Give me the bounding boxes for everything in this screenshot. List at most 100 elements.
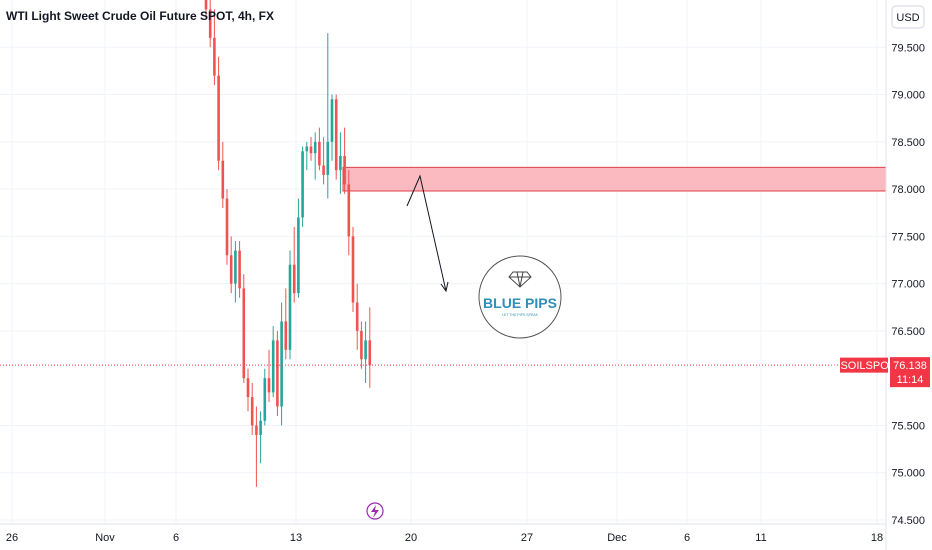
- lightning-icon[interactable]: [366, 502, 384, 520]
- candle-body: [364, 340, 367, 360]
- candle-body: [271, 340, 275, 393]
- candle: [204, 0, 208, 19]
- candle-body: [221, 160, 225, 199]
- price-tick-label: 79.000: [891, 90, 925, 102]
- candle: [322, 137, 325, 185]
- time-tick-label: 18: [871, 532, 883, 544]
- candle-body: [204, 0, 208, 10]
- candle-body: [292, 264, 296, 294]
- currency-button[interactable]: [891, 5, 925, 29]
- candle-body: [238, 250, 241, 289]
- candle-body: [368, 340, 372, 366]
- candle: [368, 307, 372, 388]
- candle: [309, 137, 313, 161]
- time-tick-label: 6: [684, 532, 690, 544]
- candle: [238, 241, 241, 298]
- last-price-badge: [890, 357, 930, 388]
- time-axis[interactable]: 26 Nov 6 13 20 27 Dec 6 11 18: [0, 523, 886, 544]
- price-tick-label: 77.500: [891, 231, 925, 243]
- bar-countdown: 11:14: [897, 374, 924, 386]
- candle: [276, 330, 279, 416]
- candle-body: [313, 141, 317, 154]
- candle: [271, 326, 275, 398]
- candle: [284, 288, 288, 360]
- candle-body: [250, 397, 254, 426]
- candle-body: [263, 378, 267, 421]
- candle: [301, 146, 304, 227]
- price-tick-label: 75.000: [891, 468, 925, 480]
- price-tick-label: 76.500: [891, 326, 925, 338]
- candle: [364, 321, 367, 383]
- candle: [242, 274, 246, 383]
- candle: [330, 94, 334, 161]
- currency-label: USD: [896, 12, 919, 24]
- price-tick-label: 77.000: [891, 279, 925, 291]
- candle-body: [229, 255, 233, 284]
- time-tick-label: Dec: [607, 532, 627, 544]
- candle-body: [288, 264, 292, 350]
- candle-body: [355, 302, 359, 331]
- candles-layer: [204, 0, 372, 487]
- candle-body: [360, 330, 363, 360]
- candle: [213, 9, 216, 86]
- candle: [334, 94, 338, 180]
- projection-arrow: [406, 174, 449, 293]
- last-price-value: 76.138: [893, 360, 927, 372]
- candle-body: [234, 250, 237, 284]
- candle: [263, 368, 267, 426]
- candle-body: [351, 236, 355, 303]
- price-tick-labels: 79.500 79.000 78.500 78.000 77.500 77.000 76.5…: [891, 42, 925, 527]
- candle-body: [208, 9, 212, 38]
- candle-body: [246, 378, 250, 398]
- candle-body: [326, 141, 330, 175]
- diamond-icon: [508, 271, 532, 288]
- symbol-badge: [840, 357, 888, 373]
- candle: [355, 283, 359, 350]
- time-tick-label: 20: [405, 532, 417, 544]
- candle: [313, 132, 317, 180]
- candle-body: [318, 141, 321, 166]
- time-tick-label: 6: [173, 532, 179, 544]
- candle: [339, 132, 342, 194]
- candle-body: [255, 425, 258, 435]
- candle-body: [301, 151, 304, 218]
- candle-body: [267, 378, 271, 393]
- candle-body: [339, 156, 342, 171]
- time-tick-label: Nov: [95, 532, 115, 544]
- candle: [221, 141, 225, 208]
- candle: [292, 226, 296, 303]
- price-tick-label: 79.500: [891, 42, 925, 54]
- candle: [351, 226, 355, 312]
- candle: [250, 382, 254, 435]
- candle-body: [242, 288, 246, 379]
- candle: [318, 127, 321, 171]
- candle: [280, 302, 283, 426]
- candle-body: [309, 146, 313, 154]
- candle-body: [305, 146, 309, 152]
- candle-body: [213, 37, 216, 76]
- time-tick-label: 27: [521, 532, 533, 544]
- candle-body: [343, 156, 346, 185]
- time-tick-label: 13: [290, 532, 302, 544]
- price-axis[interactable]: USD 79.500 79.000 78.500 78.000 77.500 77.000…: [885, 0, 925, 550]
- time-tick-labels: 26 Nov 6 13 20 27 Dec 6 11 18: [6, 532, 883, 544]
- candle: [217, 56, 220, 171]
- candle: [208, 0, 212, 48]
- candle: [234, 241, 237, 303]
- resistance-zone[interactable]: [342, 166, 887, 192]
- blue-pips-logo: BLUE PIPS LET THE PIPS SPEAK: [478, 255, 562, 339]
- candle: [326, 33, 330, 199]
- candle-body: [347, 184, 351, 237]
- candle-body: [259, 420, 262, 435]
- candle: [255, 406, 258, 487]
- candle: [267, 349, 271, 402]
- price-tick-label: 75.500: [891, 420, 925, 432]
- chart-title: WTI Light Sweet Crude Oil Future SPOT, 4…: [6, 9, 274, 23]
- candle-body: [280, 321, 283, 407]
- candle: [297, 198, 300, 298]
- last-price-badges: USOILSPOT 76.138 11:14: [833, 357, 930, 388]
- price-tick-label: 74.500: [891, 515, 925, 527]
- candle-body: [217, 75, 220, 161]
